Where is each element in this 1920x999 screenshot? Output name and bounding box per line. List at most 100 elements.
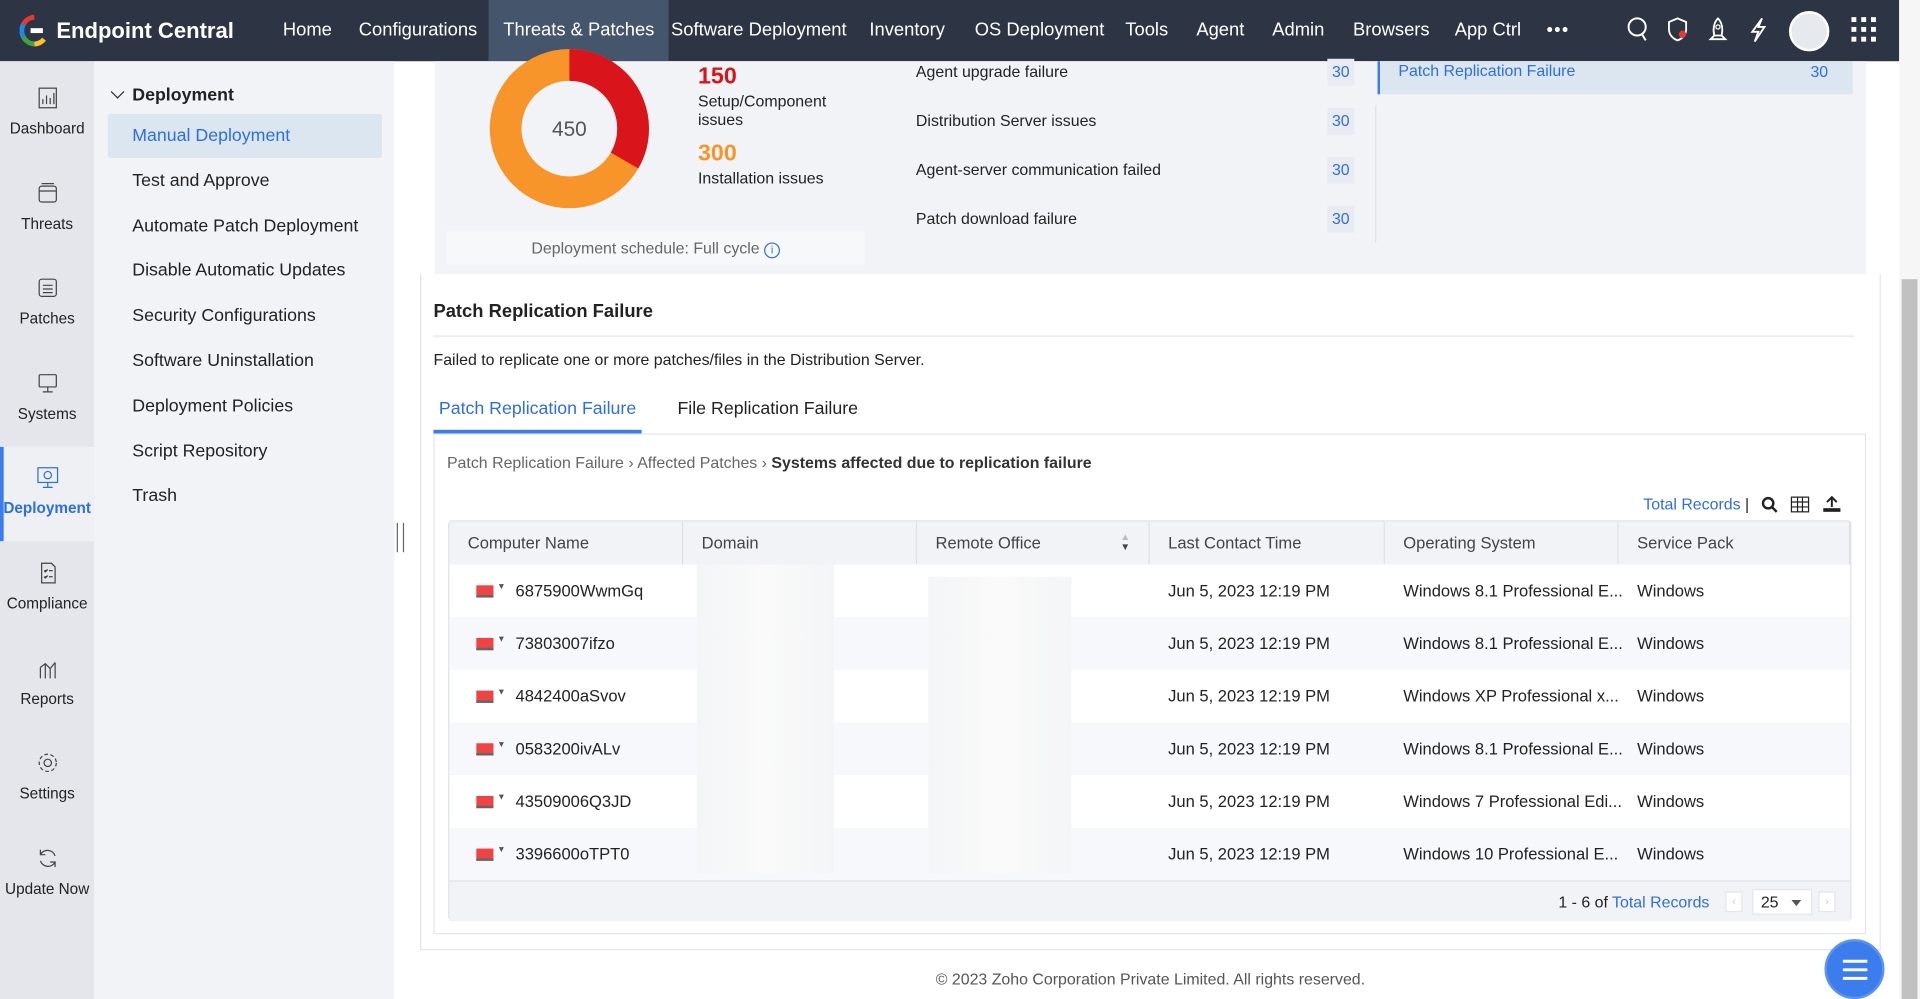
submenu-item-security-configurations[interactable]: Security Configurations <box>132 306 316 326</box>
app-logo[interactable]: Endpoint Central <box>19 14 234 47</box>
shield-alert-icon[interactable] <box>1663 16 1692 45</box>
user-avatar[interactable] <box>1788 11 1830 52</box>
nav-software-deployment[interactable]: Software Deployment <box>671 19 847 41</box>
submenu-item-test-and-approve[interactable]: Test and Approve <box>132 171 270 191</box>
column-header[interactable]: Remote Office <box>917 521 1150 565</box>
table-row[interactable]: ▼ 73803007ifzo Jun 5, 2023 12:19 PM Windows… <box>449 617 1851 670</box>
app-grid-icon[interactable] <box>1849 16 1878 45</box>
next-page-button[interactable]: › <box>1818 891 1836 913</box>
total-records-link[interactable]: Total Records <box>1643 494 1741 514</box>
deployment-schedule: Deployment schedule: Full cycle i <box>446 231 865 265</box>
export-icon[interactable] <box>1823 495 1843 512</box>
issue-item-selected[interactable]: Patch Replication Failure 30 <box>1377 61 1853 95</box>
dropdown-caret-icon[interactable]: ▼ <box>497 688 506 697</box>
service-pack: Windows <box>1637 634 1705 653</box>
table-row[interactable]: ▼ 3396600oTPT0 Jun 5, 2023 12:19 PM Windows… <box>449 827 1851 881</box>
deployment-submenu: Deployment Manual Deployment Test and App… <box>94 61 395 999</box>
settings-icon <box>37 753 57 773</box>
search-icon[interactable] <box>1761 495 1779 513</box>
nav-configurations[interactable]: Configurations <box>358 19 478 41</box>
column-header[interactable]: Service Pack <box>1618 521 1851 565</box>
nav-inventory[interactable]: Inventory <box>869 19 945 41</box>
computer-name-link[interactable]: 4842400aSvov <box>515 686 626 706</box>
rail-item-settings[interactable]: Settings <box>0 732 94 826</box>
detail-title: Patch Replication Failure <box>433 301 653 323</box>
prev-page-button[interactable]: ‹ <box>1725 891 1743 913</box>
column-chooser-icon[interactable] <box>1791 495 1811 512</box>
breadcrumb-item[interactable]: Patch Replication Failure <box>446 453 624 472</box>
operating-system: Windows 8.1 Professional E... <box>1403 739 1623 758</box>
nav-agent[interactable]: Agent <box>1196 19 1245 41</box>
sort-icon[interactable]: ▲ ▼ <box>1120 531 1131 553</box>
dropdown-caret-icon[interactable]: ▼ <box>497 582 506 592</box>
submenu-item-software-uninstallation[interactable]: Software Uninstallation <box>132 351 314 372</box>
issue-item[interactable]: Distribution Server issues 30 <box>916 107 1355 135</box>
column-header[interactable]: Computer Name <box>449 521 684 565</box>
nav-admin[interactable]: Admin <box>1272 19 1325 41</box>
operating-system: Windows XP Professional x... <box>1403 686 1619 706</box>
last-contact-time: Jun 5, 2023 12:19 PM <box>1168 686 1330 706</box>
scrollbar-thumb[interactable] <box>1901 279 1918 999</box>
column-header[interactable]: Last Contact Time <box>1149 521 1385 565</box>
rail-item-dashboard[interactable]: Dashboard <box>0 67 94 161</box>
info-icon[interactable]: i <box>764 242 781 259</box>
table-row[interactable]: ▼ 4842400aSvov Jun 5, 2023 12:19 PM Windows… <box>449 670 1850 723</box>
tab-file-replication-failure[interactable]: File Replication Failure <box>677 399 859 419</box>
rail-item-update-now[interactable]: Update Now <box>0 828 94 922</box>
nav-more-button[interactable]: ••• <box>1546 19 1570 41</box>
submenu-item-automate-patch-deployment[interactable]: Automate Patch Deployment <box>132 216 359 236</box>
tab-patch-replication-failure[interactable]: Patch Replication Failure <box>433 389 642 434</box>
submenu-item-manual-deployment[interactable]: Manual Deployment <box>107 113 383 158</box>
dropdown-caret-icon[interactable]: ▼ <box>497 740 506 750</box>
table-row[interactable]: ▼ 43509006Q3JD Jun 5, 2023 12:19 PM Windows… <box>449 775 1850 828</box>
pager-total-records-link[interactable]: Total Records <box>1612 892 1710 912</box>
nav-app-ctrl[interactable]: App Ctrl <box>1454 19 1522 41</box>
submenu-item-disable-automatic-updates[interactable]: Disable Automatic Updates <box>132 261 346 281</box>
submenu-item-script-repository[interactable]: Script Repository <box>132 441 268 462</box>
computer-name-link[interactable]: 6875900WwmGq <box>515 581 644 601</box>
issue-item[interactable]: Patch download failure 30 <box>915 205 1355 233</box>
sidebar-collapse-handle[interactable] <box>396 522 405 553</box>
rail-item-reports[interactable]: Reports <box>0 637 94 731</box>
operating-system: Windows 8.1 Professional E... <box>1403 581 1623 601</box>
rail-item-patches[interactable]: Patches <box>0 257 94 351</box>
lightning-icon[interactable] <box>1744 16 1773 45</box>
dropdown-caret-icon[interactable]: ▼ <box>497 635 506 645</box>
issue-item[interactable]: Agent upgrade failure 30 <box>916 58 1355 86</box>
reports-icon <box>39 661 56 678</box>
quick-menu-fab[interactable] <box>1824 939 1885 999</box>
nav-os-deployment[interactable]: OS Deployment <box>974 19 1105 41</box>
dropdown-caret-icon[interactable]: ▼ <box>497 846 506 855</box>
page-size-value: 25 <box>1760 892 1779 912</box>
rail-item-compliance[interactable]: Compliance <box>0 542 94 636</box>
rocket-icon[interactable] <box>1703 16 1732 45</box>
submenu-item-deployment-policies[interactable]: Deployment Policies <box>132 396 294 417</box>
computer-name-link[interactable]: 43509006Q3JD <box>515 792 632 811</box>
column-header[interactable]: Operating System <box>1384 521 1619 565</box>
search-icon[interactable] <box>1624 16 1653 45</box>
table-row[interactable]: ▼ 0583200ivALv Jun 5, 2023 12:19 PM Windows… <box>449 722 1851 776</box>
computer-name-link[interactable]: 73803007ifzo <box>515 634 615 653</box>
scrollbar[interactable] <box>1899 0 1920 999</box>
breadcrumb-item[interactable]: Affected Patches <box>637 453 758 472</box>
nav-tools[interactable]: Tools <box>1125 19 1169 41</box>
rail-item-deployment[interactable]: Deployment <box>0 447 95 542</box>
page-size-select[interactable]: 25 <box>1752 888 1813 915</box>
dropdown-caret-icon[interactable]: ▼ <box>497 793 506 803</box>
setup-label: Setup/Component issues <box>697 91 827 129</box>
rail-item-threats[interactable]: Threats <box>0 162 94 256</box>
nav-home[interactable]: Home <box>282 19 332 41</box>
issue-label: Patch download failure <box>915 209 1077 228</box>
column-header[interactable]: Domain <box>683 521 918 565</box>
submenu-item-trash[interactable]: Trash <box>132 486 177 507</box>
rail-item-systems[interactable]: Systems <box>0 352 94 446</box>
computer-name-link[interactable]: 3396600oTPT0 <box>515 844 630 864</box>
submenu-header[interactable]: Deployment <box>109 84 234 105</box>
rail-item-label: Update Now <box>5 880 90 898</box>
issue-item[interactable]: Agent-server communication failed 30 <box>916 156 1355 184</box>
table-row[interactable]: ▼ 6875900WwmGq Jun 5, 2023 12:19 PM Windows… <box>449 564 1850 617</box>
detail-panel <box>433 433 1867 935</box>
service-pack: Windows <box>1637 739 1705 758</box>
computer-name-link[interactable]: 0583200ivALv <box>515 739 621 758</box>
nav-browsers[interactable]: Browsers <box>1353 19 1430 41</box>
